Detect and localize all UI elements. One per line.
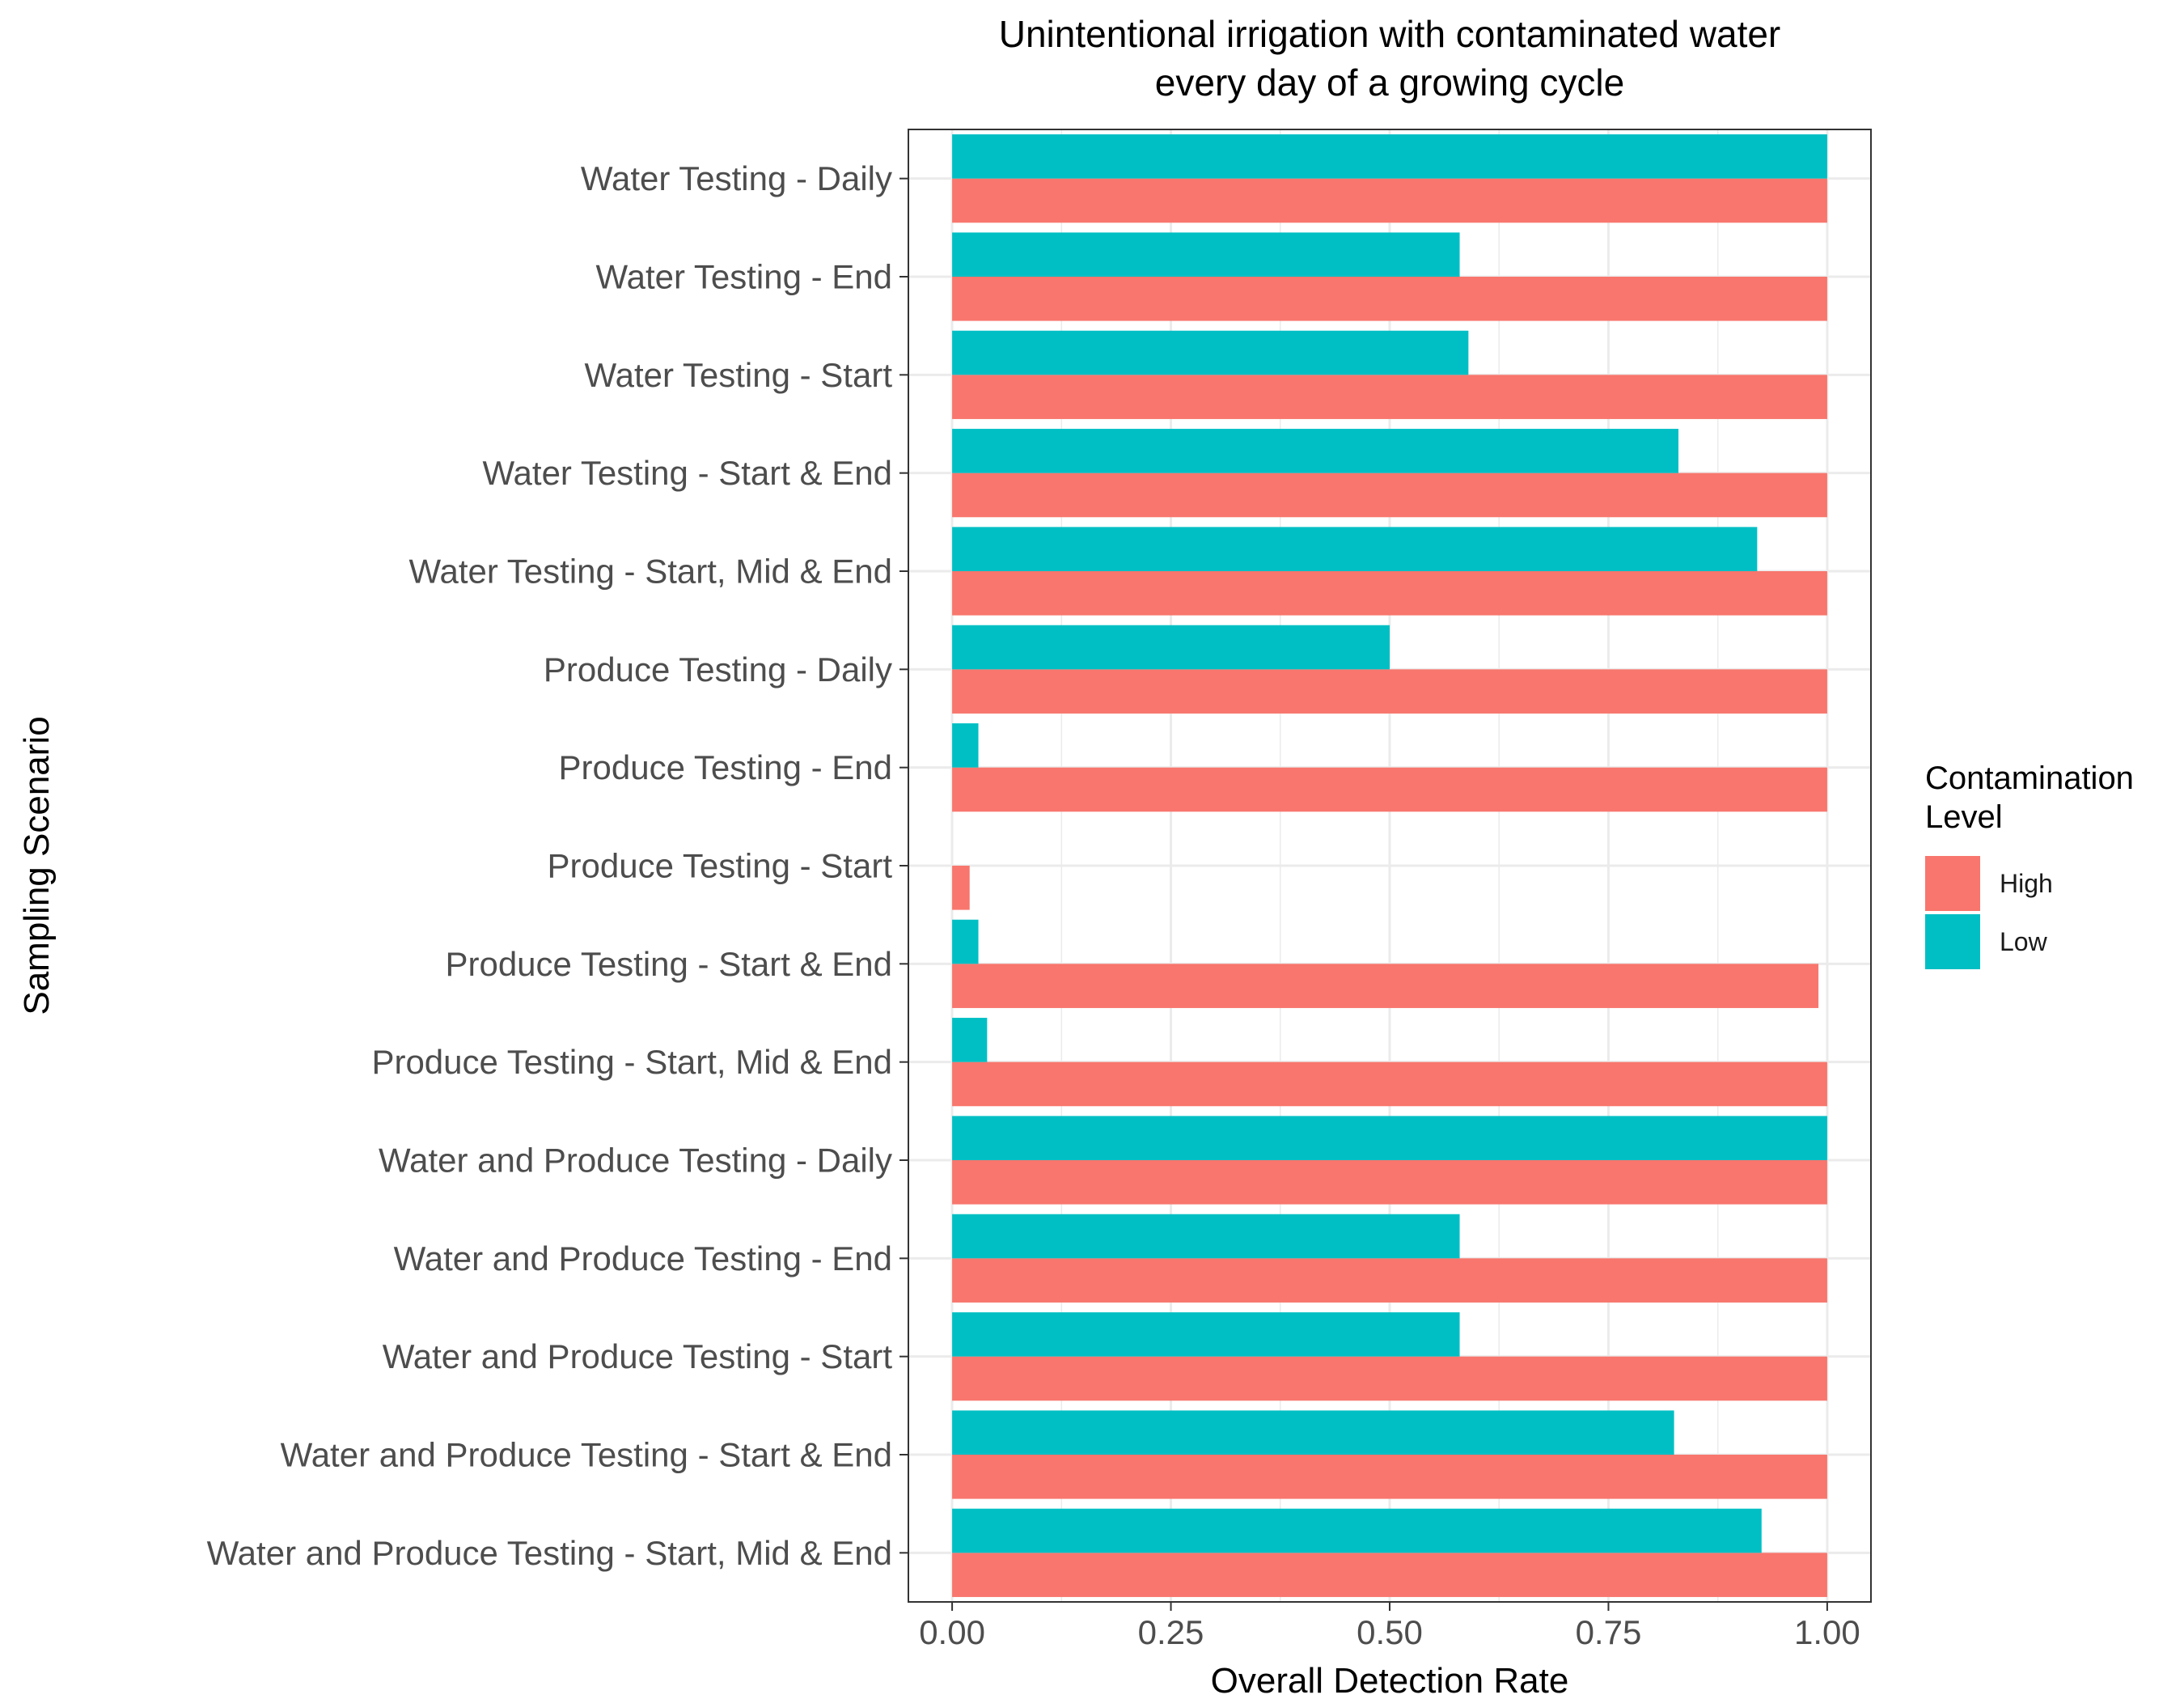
y-tick-label: Produce Testing - Start & End <box>445 945 892 983</box>
legend-title-line-2: Level <box>1925 799 2003 835</box>
legend-label-low: Low <box>2000 927 2048 956</box>
x-axis: 0.00 0.25 0.50 0.75 1.00 <box>919 1602 1860 1651</box>
bar-high <box>952 669 1827 714</box>
bar-high <box>952 1258 1827 1303</box>
chart-title-line-2: every day of a growing cycle <box>1155 61 1624 104</box>
y-axis: Water Testing - Daily Water Testing - End… <box>207 159 908 1572</box>
bar-high <box>952 1061 1827 1107</box>
x-tick-label: 0.50 <box>1357 1613 1423 1651</box>
bar-low <box>952 1116 1827 1160</box>
bar-high <box>952 1455 1827 1499</box>
legend-items: High Low <box>1925 856 2053 969</box>
x-axis-title: Overall Detection Rate <box>1211 1661 1569 1699</box>
y-axis-title: Sampling Scenario <box>17 716 57 1015</box>
legend: Contamination Level High Low <box>1925 761 2134 969</box>
legend-key-high <box>1925 856 1980 911</box>
bar-low <box>952 1018 988 1062</box>
x-tick-label: 0.25 <box>1138 1613 1204 1651</box>
bar-high <box>952 472 1827 518</box>
y-tick-label: Water Testing - Daily <box>581 159 892 197</box>
y-tick-label: Water Testing - Start & End <box>482 454 892 492</box>
bar-low <box>952 919 979 964</box>
bars <box>952 134 1827 1597</box>
bar-low <box>952 330 1469 375</box>
bar-high <box>952 277 1827 321</box>
chart-title: Unintentional irrigation with contaminat… <box>999 13 1781 104</box>
y-tick-label: Water and Produce Testing - Daily <box>379 1142 892 1180</box>
bar-high <box>952 767 1827 812</box>
y-tick-label: Water and Produce Testing - Start & End <box>281 1436 892 1474</box>
bar-high <box>952 964 1819 1008</box>
y-tick-label: Produce Testing - End <box>559 748 892 786</box>
legend-label-high: High <box>2000 869 2053 898</box>
bar-low <box>952 1214 1460 1259</box>
x-tick-label: 0.75 <box>1576 1613 1642 1651</box>
bar-low <box>952 723 979 768</box>
bar-low <box>952 527 1758 571</box>
y-tick-label: Water Testing - Start, Mid & End <box>408 553 892 591</box>
bar-low <box>952 1410 1674 1455</box>
bar-high <box>952 178 1827 223</box>
y-tick-label: Water and Produce Testing - Start, Mid &… <box>207 1534 892 1572</box>
bar-low <box>952 625 1390 670</box>
bar-high <box>952 1160 1827 1205</box>
bar-low <box>952 1312 1460 1357</box>
bar-low <box>952 1508 1762 1553</box>
bar-high <box>952 1553 1827 1597</box>
legend-key-low <box>1925 914 1980 969</box>
bar-high <box>952 1356 1827 1401</box>
y-tick-label: Water and Produce Testing - Start <box>383 1337 893 1375</box>
bar-high <box>952 866 970 910</box>
chart-title-line-1: Unintentional irrigation with contaminat… <box>999 13 1781 55</box>
bar-high <box>952 375 1827 419</box>
y-tick-label: Produce Testing - Start <box>548 847 893 885</box>
bar-low <box>952 429 1678 473</box>
legend-title-line-1: Contamination <box>1925 761 2134 796</box>
y-tick-label: Produce Testing - Start, Mid & End <box>371 1043 892 1081</box>
bar-low <box>952 134 1827 179</box>
y-tick-label: Water Testing - Start <box>585 356 893 394</box>
y-tick-label: Water Testing - End <box>596 258 893 296</box>
x-tick-label: 0.00 <box>919 1613 985 1651</box>
bar-low <box>952 232 1460 277</box>
bar-high <box>952 571 1827 616</box>
y-tick-label: Water and Produce Testing - End <box>394 1239 892 1277</box>
x-tick-label: 1.00 <box>1794 1613 1860 1651</box>
y-tick-label: Produce Testing - Daily <box>544 650 892 688</box>
